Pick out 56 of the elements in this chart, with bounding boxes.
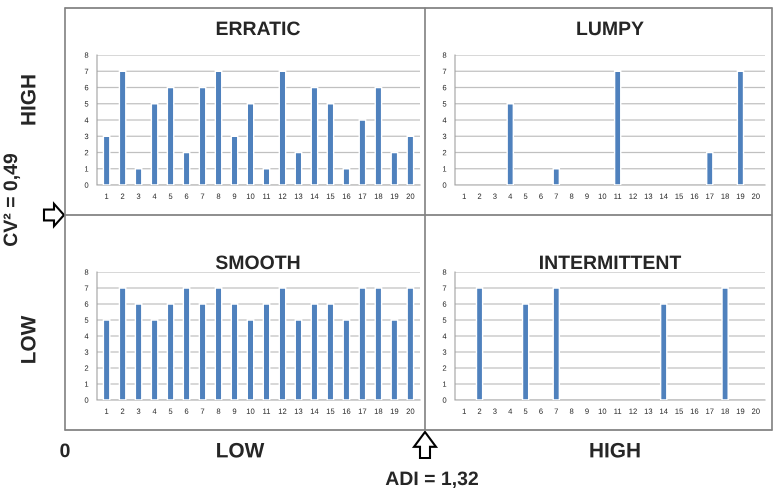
bar: [214, 287, 222, 400]
text: 0: [60, 443, 70, 458]
bar: [102, 136, 110, 185]
bar: [182, 287, 190, 400]
bar: [102, 319, 110, 400]
bar: [552, 168, 560, 185]
bar: [246, 319, 254, 400]
bar: [230, 303, 238, 400]
bar: [358, 119, 366, 185]
bar: [406, 136, 414, 185]
bar: [278, 70, 286, 185]
bar: [326, 303, 334, 400]
chart-title: INTERMITTENT: [540, 256, 682, 270]
bar: [166, 86, 174, 185]
bar: [118, 70, 126, 185]
text: CV² = 0,49: [3, 154, 20, 246]
bar: [150, 319, 158, 400]
bar: [374, 86, 382, 185]
bar: [182, 152, 190, 185]
bar: [198, 303, 206, 400]
bar: [310, 86, 318, 185]
bar: [118, 287, 126, 400]
bar: [262, 168, 270, 185]
bar: [262, 303, 270, 400]
bar: [342, 319, 350, 400]
text: LOW: [20, 316, 36, 363]
chart-title: SMOOTH: [216, 255, 300, 270]
bar: [390, 152, 398, 185]
text: LOW: [217, 442, 264, 458]
bar: [506, 103, 514, 185]
bar: [294, 319, 302, 400]
text: HIGH: [590, 442, 640, 458]
bar: [406, 287, 414, 400]
bar: [374, 287, 382, 400]
bar: [326, 103, 334, 185]
bar: [390, 319, 398, 400]
bar: [736, 70, 744, 185]
bar: [278, 287, 286, 400]
text: ADI = 1,32: [386, 471, 478, 488]
bar: [342, 168, 350, 185]
bar: [198, 86, 206, 185]
bar: [166, 303, 174, 400]
bar: [134, 303, 142, 400]
bar: [706, 152, 714, 185]
bar: [246, 103, 254, 185]
text: HIGH: [20, 75, 36, 125]
bar: [614, 70, 622, 185]
bar: [230, 136, 238, 185]
bar: [310, 303, 318, 400]
bar: [134, 168, 142, 185]
chart-title: LUMPY: [577, 22, 644, 36]
bar: [358, 287, 366, 400]
chart-title: ERRATIC: [216, 21, 300, 36]
bar: [214, 70, 222, 185]
bar: [150, 103, 158, 185]
bar: [294, 152, 302, 185]
